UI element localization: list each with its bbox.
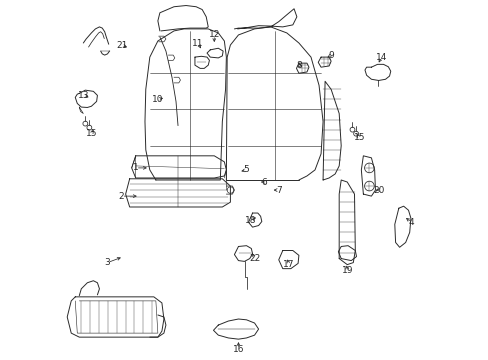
- Text: 10: 10: [152, 95, 163, 104]
- Text: 16: 16: [232, 345, 244, 354]
- Text: 2: 2: [119, 192, 124, 201]
- Text: 20: 20: [373, 185, 385, 194]
- Text: 4: 4: [408, 218, 414, 227]
- Text: 5: 5: [243, 166, 249, 175]
- Text: 13: 13: [78, 91, 89, 100]
- Text: 3: 3: [104, 258, 110, 267]
- Text: 12: 12: [208, 31, 220, 40]
- Text: 6: 6: [261, 177, 267, 186]
- Text: 15: 15: [85, 129, 97, 138]
- Text: 9: 9: [327, 51, 333, 60]
- Text: 1: 1: [133, 163, 138, 172]
- Text: 15: 15: [353, 133, 365, 142]
- Text: 21: 21: [116, 41, 127, 50]
- Text: 14: 14: [375, 53, 386, 62]
- Text: 17: 17: [283, 260, 294, 269]
- Text: 7: 7: [275, 185, 281, 194]
- Text: 19: 19: [341, 266, 352, 275]
- Text: 11: 11: [192, 39, 203, 48]
- Text: 18: 18: [244, 216, 256, 225]
- Text: 8: 8: [295, 61, 301, 70]
- Text: 22: 22: [248, 254, 260, 263]
